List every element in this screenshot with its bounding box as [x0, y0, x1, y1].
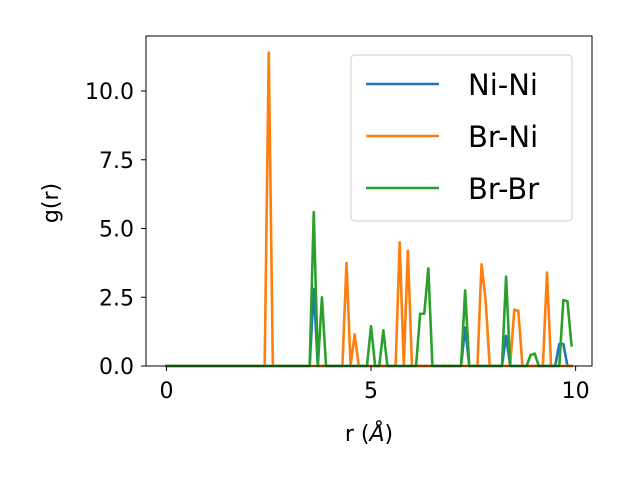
x-tick-label: 10 [562, 379, 590, 404]
legend: Ni-Ni Br-Ni Br-Br [350, 54, 573, 222]
plot-frame [145, 35, 593, 367]
x-axis-label: r (Å) [345, 420, 393, 447]
y-tick-label: 7.5 [99, 149, 134, 174]
y-tick-label: 10.0 [85, 80, 134, 105]
legend-label: Br-Ni [468, 120, 538, 154]
y-tick-label: 2.5 [99, 286, 134, 311]
x-axis-label-suffix: ) [385, 422, 394, 447]
x-tick-label: 0 [159, 379, 173, 404]
y-tick-label: 0.0 [99, 355, 134, 380]
x-axis-label-unit: Å [367, 420, 384, 447]
y-tick-label: 5.0 [99, 218, 134, 243]
y-axis-ticks: 0.0 2.5 5.0 7.5 10.0 [85, 80, 146, 380]
y-axis-label: g(r) [39, 183, 64, 223]
x-axis-ticks: 0 5 10 [159, 366, 590, 404]
legend-item: Ni-Ni [366, 68, 538, 102]
legend-item: Br-Ni [366, 120, 538, 154]
x-axis-label-prefix: r ( [345, 422, 370, 447]
legend-label: Br-Br [468, 172, 539, 206]
legend-item: Br-Br [366, 172, 539, 206]
legend-frame [350, 54, 573, 222]
x-tick-label: 5 [364, 379, 378, 404]
legend-label: Ni-Ni [468, 68, 538, 102]
